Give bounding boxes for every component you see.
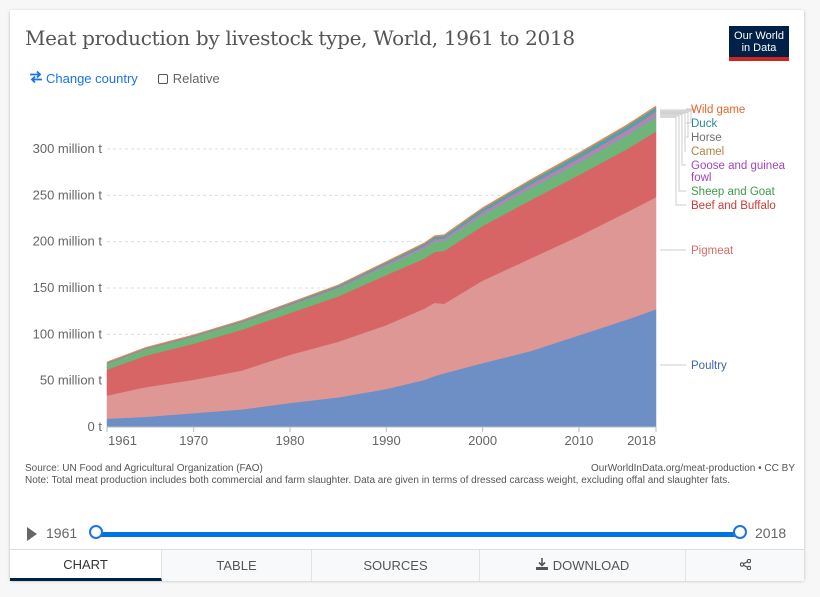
note-text: Note: Total meat production includes bot…: [25, 475, 731, 486]
legend-label[interactable]: Wild game: [691, 104, 745, 116]
share-icon: [739, 558, 751, 573]
timeline-track[interactable]: [96, 532, 740, 537]
timeline-end-year: 2018: [755, 525, 787, 541]
legend-connector: [660, 113, 686, 152]
timeline-start-handle[interactable]: [89, 525, 103, 539]
owid-logo[interactable]: Our World in Data: [729, 26, 789, 61]
legend-connector: [660, 114, 686, 166]
legend-label[interactable]: Goose and guinea: [691, 160, 786, 172]
chart-footer: Source: UN Food and Agricultural Organiz…: [25, 463, 795, 487]
tab-chart[interactable]: CHART: [10, 550, 162, 581]
tab-sources[interactable]: SOURCES: [312, 550, 480, 581]
tab-bar: CHART TABLE SOURCES DOWNLOAD: [10, 549, 804, 581]
x-tick-label: 1970: [179, 433, 208, 448]
tab-download[interactable]: DOWNLOAD: [480, 550, 686, 581]
timeline: 1961 2018: [10, 520, 804, 550]
source-url-link[interactable]: OurWorldInData.org/meat-production • CC …: [591, 463, 795, 474]
y-tick-label: 50 million t: [40, 373, 103, 388]
tab-table-label: TABLE: [216, 558, 257, 573]
logo-red-bar: [729, 57, 789, 61]
legend-connector: [660, 111, 689, 138]
change-country-label: Change country: [46, 71, 138, 86]
legend-label[interactable]: Pigmeat: [691, 245, 734, 257]
legend-connector: [660, 108, 695, 111]
y-tick-label: 100 million t: [33, 326, 103, 341]
legend-connector: [660, 116, 686, 206]
logo-line-2: in Data: [741, 42, 777, 54]
tab-sources-label: SOURCES: [363, 558, 428, 573]
chart-controls: Change country Relative: [29, 70, 220, 86]
stacked-area-chart: 0 t 50 million t 100 million t 150 million …: [33, 104, 786, 448]
source-text: Source: UN Food and Agricultural Organiz…: [25, 463, 263, 474]
chart-title: Meat production by livestock type, World…: [25, 26, 575, 50]
relative-label: Relative: [172, 71, 220, 86]
tab-chart-label: CHART: [63, 556, 108, 572]
x-tick-label: 1990: [372, 433, 401, 448]
x-tick-label: 1980: [276, 433, 305, 448]
change-country-button[interactable]: Change country: [29, 70, 138, 86]
tab-table[interactable]: TABLE: [162, 550, 312, 581]
download-icon: [535, 558, 548, 573]
legend-label[interactable]: Horse: [691, 132, 722, 144]
legend-connector: [660, 115, 686, 192]
x-tick-label: 2000: [468, 433, 497, 448]
x-tick-label: 1961: [108, 433, 137, 448]
y-tick-label: 200 million t: [33, 234, 103, 249]
share-button[interactable]: [686, 550, 804, 581]
legend-label[interactable]: Sheep and Goat: [691, 186, 776, 198]
legend-label[interactable]: Duck: [691, 118, 717, 130]
legend-label[interactable]: Beef and Buffalo: [691, 200, 776, 212]
relative-toggle[interactable]: Relative: [157, 71, 220, 86]
swap-arrows-icon: [29, 70, 43, 86]
y-tick-label: 250 million t: [33, 187, 103, 202]
relative-checkbox[interactable]: [157, 73, 168, 84]
x-tick-label: 2010: [564, 433, 593, 448]
logo-line-1: Our World: [734, 30, 784, 42]
area-wild-game[interactable]: [106, 105, 657, 363]
timeline-start-year: 1961: [46, 525, 78, 541]
legend-label[interactable]: Camel: [691, 146, 724, 158]
x-tick-label: 2018: [627, 433, 656, 448]
y-tick-label: 150 million t: [33, 280, 103, 295]
tab-download-label: DOWNLOAD: [552, 558, 630, 573]
y-tick-label: 300 million t: [33, 141, 103, 156]
legend-label-cont[interactable]: fowl: [691, 172, 711, 184]
legend-label[interactable]: Poultry: [691, 360, 727, 372]
chart-card: Meat production by livestock type, World…: [10, 10, 804, 581]
play-icon[interactable]: [27, 527, 37, 541]
y-tick-label: 0 t: [88, 419, 103, 434]
timeline-end-handle[interactable]: [733, 525, 747, 539]
